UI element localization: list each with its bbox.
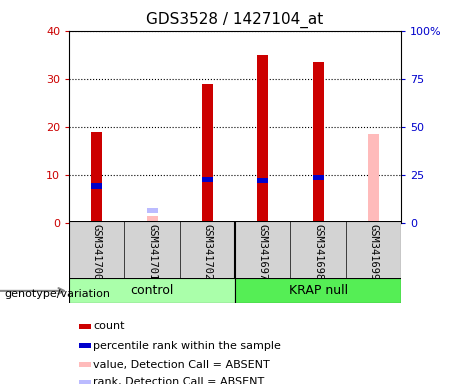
Title: GDS3528 / 1427104_at: GDS3528 / 1427104_at [147,12,324,28]
Bar [147,215,158,223]
Text: GSM341697: GSM341697 [258,224,268,280]
Text: value, Detection Call = ABSENT: value, Detection Call = ABSENT [93,360,270,370]
Bar [257,55,268,223]
Bar [368,134,379,223]
Text: GSM341702: GSM341702 [202,224,213,280]
Text: KRAP null: KRAP null [289,285,348,297]
Bar [78,362,91,367]
Bar [91,184,102,189]
Text: GSM341698: GSM341698 [313,224,323,280]
Bar [91,131,102,223]
Text: GSM341700: GSM341700 [92,224,102,280]
Text: control: control [130,285,174,297]
Text: GSM341699: GSM341699 [368,224,378,280]
Bar [202,84,213,223]
Bar [202,177,213,182]
Bar [313,62,324,223]
Text: count: count [93,321,124,331]
Text: percentile rank within the sample: percentile rank within the sample [93,341,281,351]
Bar [147,208,158,213]
Bar [257,177,268,184]
Bar [235,278,401,303]
Bar [78,324,91,329]
Text: genotype/variation: genotype/variation [5,289,111,299]
Text: GSM341701: GSM341701 [147,224,157,280]
Bar [313,175,324,180]
Bar [69,278,235,303]
Text: rank, Detection Call = ABSENT: rank, Detection Call = ABSENT [93,377,265,384]
Bar [78,343,91,348]
Bar [78,380,91,384]
